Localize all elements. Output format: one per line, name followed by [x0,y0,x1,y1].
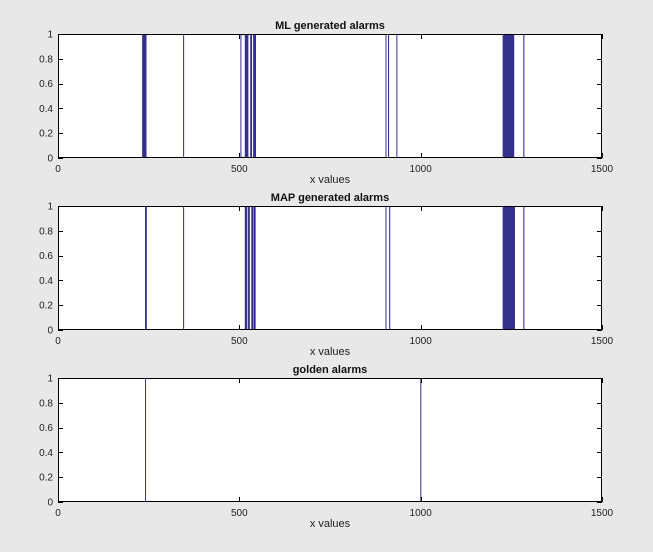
alarm-bar [250,34,253,158]
subplot-3: 0 500 1000 1500 0 0.2 0.4 0.6 0.8 1 golden alarms x… [39,364,613,530]
alarm-bar [396,34,398,158]
y-tick-label: 0 [47,326,53,337]
alarm-bar [385,34,387,158]
y-tick-label: 0.2 [39,473,53,484]
axes-background [58,34,602,158]
alarm-bar [420,378,422,502]
axes-box [58,378,602,502]
alarm-bar [523,206,525,330]
x-tick-label: 1000 [410,508,433,519]
x-tick-label: 500 [231,336,248,347]
x-axis-label: x values [310,518,351,530]
alarm-bar [251,206,254,330]
axes-box [58,206,602,330]
alarm-bar [523,34,525,158]
y-tick-label: 0 [47,154,53,165]
y-tick-label: 0.2 [39,129,53,140]
x-tick-label: 1500 [591,164,614,175]
y-tick-label: 0.2 [39,301,53,312]
y-tick-label: 0.4 [39,276,53,287]
y-tick-label: 0.6 [39,79,53,90]
y-tick-label: 0.4 [39,448,53,459]
alarm-bar [145,378,147,502]
y-tick-label: 1 [47,30,53,41]
alarm-bar [244,206,248,330]
alarm-bar [240,34,242,158]
axes-box [58,34,602,158]
y-tick-label: 0.6 [39,251,53,262]
subplot-1: 0 500 1000 1500 0 0.2 0.4 0.6 0.8 1 ML generated a… [39,20,613,186]
y-tick-label: 0.4 [39,104,53,115]
alarm-bar [253,206,256,330]
x-tick-label: 0 [55,508,61,519]
alarm-bar [388,34,390,158]
subplot-title: golden alarms [293,364,368,376]
alarm-bar [142,34,147,158]
x-tick-label: 1000 [410,164,433,175]
alarm-bar [183,34,185,158]
x-axis-label: x values [310,174,351,186]
subplot-2: 0 500 1000 1500 0 0.2 0.4 0.6 0.8 1 MAP generated … [39,192,613,358]
x-tick-label: 0 [55,336,61,347]
subplot-title: MAP generated alarms [271,192,389,204]
x-tick-label: 1500 [591,508,614,519]
y-tick-label: 0.6 [39,423,53,434]
x-tick-label: 1000 [410,336,433,347]
y-tick-label: 0.8 [39,226,53,237]
alarm-bar [244,34,249,158]
alarm-bar [253,34,257,158]
alarm-bar [183,206,185,330]
alarm-bar [385,206,387,330]
x-tick-label: 1500 [591,336,614,347]
subplot-title: ML generated alarms [275,20,385,32]
x-tick-label: 500 [231,164,248,175]
x-tick-label: 500 [231,508,248,519]
alarm-bar [248,206,250,330]
axes-background [58,378,602,502]
y-tick-label: 0.8 [39,54,53,65]
y-tick-label: 1 [47,374,53,385]
y-tick-label: 1 [47,202,53,213]
alarm-bar [145,206,147,330]
y-tick-label: 0.8 [39,398,53,409]
axes-background [58,206,602,330]
alarm-bar [502,34,515,158]
alarm-bar [389,206,391,330]
x-axis-label: x values [310,346,351,358]
alarm-bar [502,206,515,330]
x-tick-label: 0 [55,164,61,175]
y-tick-label: 0 [47,498,53,509]
